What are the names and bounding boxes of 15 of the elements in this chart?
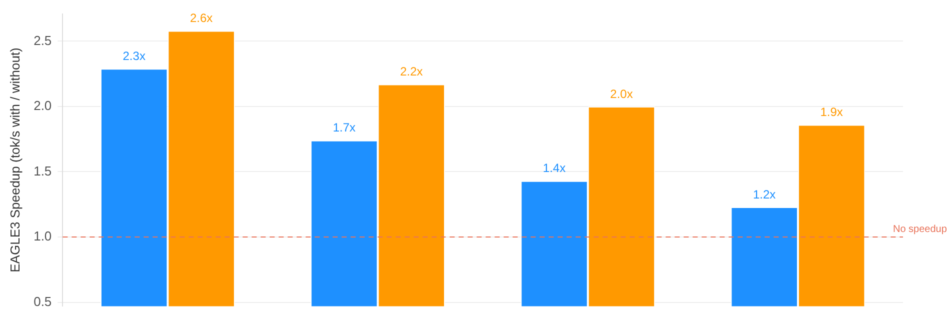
data-label: 1.2x bbox=[753, 187, 776, 202]
data-label: 1.7x bbox=[332, 120, 356, 135]
data-label: 2.0x bbox=[610, 86, 633, 101]
data-label: 2.6x bbox=[190, 11, 213, 26]
y-tick-label: 0.5 bbox=[34, 294, 52, 309]
y-tick-label: 2.5 bbox=[34, 32, 52, 48]
data-label: 2.2x bbox=[400, 64, 423, 79]
ref-line-label: No speedup bbox=[893, 224, 948, 235]
data-label: 1.4x bbox=[542, 161, 566, 176]
y-tick-label: 1.0 bbox=[34, 228, 52, 244]
y-axis-title: EAGLE3 Speedup (tok/s with / without) bbox=[7, 48, 22, 272]
data-label: 2.3x bbox=[122, 48, 146, 63]
y-tick-label: 2.0 bbox=[34, 98, 52, 114]
data-label: 1.9x bbox=[820, 105, 843, 120]
y-tick-label: 1.5 bbox=[34, 163, 52, 178]
